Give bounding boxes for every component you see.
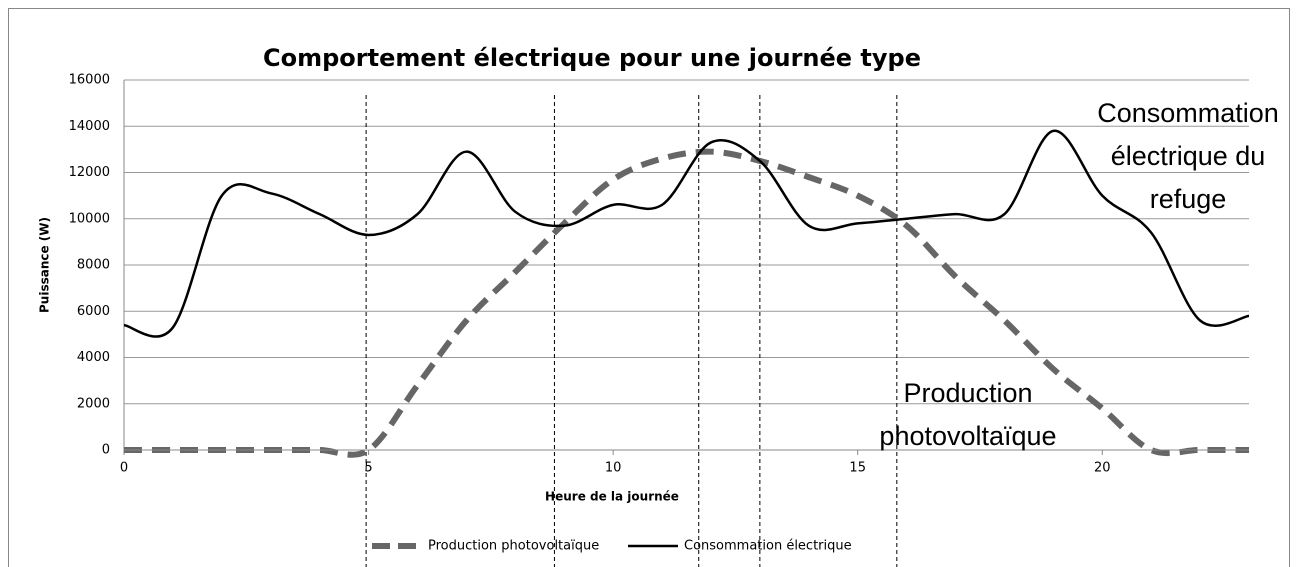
y-tick-label: 0	[102, 443, 110, 458]
legend-label: Production photovoltaïque	[428, 539, 599, 554]
chart-frame	[8, 8, 1290, 567]
y-tick-label: 12000	[69, 165, 110, 180]
annotation: Consommation	[1097, 98, 1279, 128]
annotation: photovoltaïque	[879, 421, 1056, 451]
series-line	[123, 129, 1250, 338]
y-axis-label: Puissance (W)	[38, 217, 52, 313]
y-tick-label: 10000	[69, 211, 110, 226]
x-tick-label: 0	[120, 461, 128, 476]
y-tick-label: 4000	[77, 350, 110, 365]
y-tick-label: 2000	[77, 396, 110, 411]
annotation: électrique du	[1111, 141, 1266, 171]
y-tick-label: 14000	[69, 119, 110, 134]
x-axis-label: Heure de la journée	[545, 490, 679, 504]
annotation: Production	[903, 378, 1032, 408]
x-tick-label: 10	[605, 461, 622, 476]
series-line	[123, 148, 1249, 458]
y-tick-label: 8000	[77, 258, 110, 273]
x-tick-label: 5	[364, 461, 372, 476]
y-tick-label: 6000	[77, 304, 110, 319]
y-tick-label: 16000	[69, 73, 110, 88]
annotation: refuge	[1150, 184, 1227, 214]
x-tick-label: 20	[1094, 461, 1111, 476]
x-tick-label: 15	[849, 461, 866, 476]
legend-label: Consommation électrique	[684, 539, 852, 554]
chart-title: Comportement électrique pour une journée…	[263, 44, 921, 72]
